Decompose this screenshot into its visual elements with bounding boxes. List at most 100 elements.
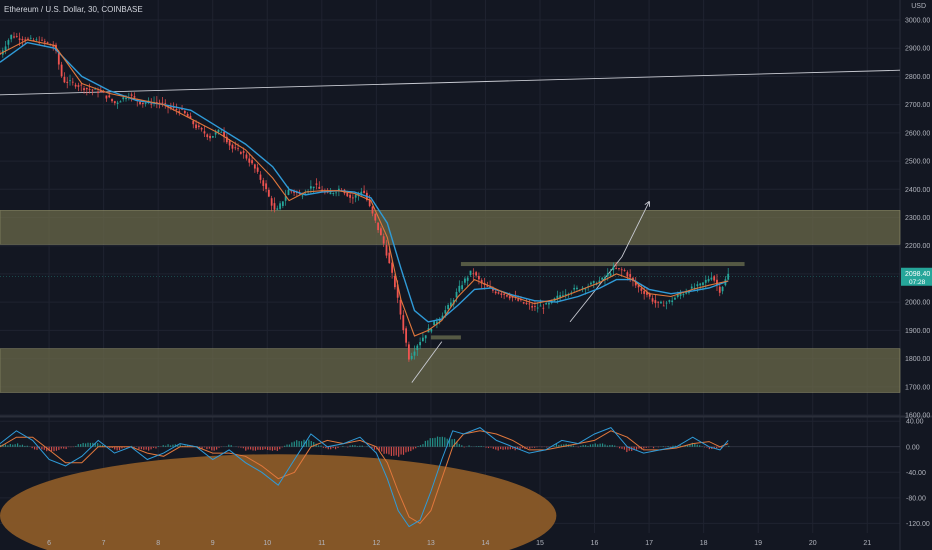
candle-body <box>172 107 175 109</box>
histogram-bar <box>395 446 397 456</box>
candle-body <box>186 114 189 118</box>
candle-body <box>564 294 567 295</box>
histogram-bar <box>378 446 380 451</box>
histogram-bar <box>689 444 691 447</box>
candle-body <box>284 196 287 201</box>
candle-body <box>357 193 360 196</box>
candle-body <box>506 295 508 297</box>
candle-body <box>83 88 85 91</box>
candle-body <box>492 289 494 291</box>
candle-body <box>682 294 685 296</box>
candle-body <box>548 302 550 305</box>
candle-body <box>710 277 713 280</box>
histogram-bar <box>320 445 322 447</box>
histogram-bar <box>429 438 431 447</box>
candle-body <box>74 84 77 87</box>
time-tick-label: 7 <box>102 540 106 547</box>
histogram-bar <box>169 445 172 447</box>
price-tick-label: 2300.00 <box>905 215 930 222</box>
histogram-bar <box>179 444 181 447</box>
candle-body <box>422 337 424 342</box>
candle-body <box>391 262 393 273</box>
candle-body <box>718 286 721 293</box>
histogram-bar <box>237 446 240 448</box>
histogram-bar <box>216 446 218 450</box>
histogram-bar <box>252 446 254 451</box>
histogram-bar <box>393 446 395 456</box>
histogram-bar <box>259 446 261 450</box>
price-tick-label: 2200.00 <box>905 243 930 250</box>
histogram-bar <box>716 446 718 449</box>
histogram-bar <box>410 446 412 452</box>
histogram-bar <box>475 446 477 447</box>
candle-body <box>251 160 253 164</box>
oscillator-tick-label: 40.00 <box>906 419 924 426</box>
candle-body <box>640 288 643 291</box>
candle-body <box>517 299 520 301</box>
histogram-bar <box>313 442 315 447</box>
histogram-bar <box>165 445 167 447</box>
candle-body <box>57 52 60 65</box>
histogram-bar <box>157 446 159 447</box>
histogram-bar <box>456 441 458 447</box>
histogram-bar <box>274 446 276 451</box>
histogram-bar <box>623 446 626 450</box>
candle-body <box>668 300 671 302</box>
histogram-bar <box>116 446 118 451</box>
histogram-bar <box>359 445 361 447</box>
histogram-bar <box>303 439 305 447</box>
histogram-bar <box>500 446 502 450</box>
price-tick-label: 3000.00 <box>905 18 930 25</box>
histogram-bar <box>317 445 320 447</box>
histogram-bar <box>589 444 592 447</box>
candle-body <box>262 180 265 186</box>
candle-body <box>500 293 503 295</box>
histogram-bar <box>446 438 448 447</box>
candle-body <box>77 85 80 87</box>
histogram-bar <box>276 446 278 451</box>
histogram-bar <box>584 445 587 447</box>
currency-label: USD <box>911 3 926 10</box>
histogram-bar <box>599 443 601 447</box>
candle-body <box>503 293 506 295</box>
candle-body <box>545 303 548 305</box>
candle-body <box>601 277 604 280</box>
histogram-bar <box>652 446 655 449</box>
candle-body <box>688 292 690 294</box>
candle-body <box>679 294 682 296</box>
histogram-bar <box>463 446 465 448</box>
histogram-bar <box>487 446 490 449</box>
candle-body <box>486 285 489 287</box>
candle-body <box>245 154 248 159</box>
candle-body <box>368 199 371 206</box>
histogram-bar <box>424 440 426 447</box>
histogram-bar <box>669 446 672 448</box>
histogram-bar <box>230 445 232 447</box>
oscillator-tick-label: -80.00 <box>906 495 926 502</box>
histogram-bar <box>211 446 213 451</box>
histogram-bar <box>218 446 220 448</box>
histogram-bar <box>247 446 249 450</box>
histogram-bar <box>439 436 441 447</box>
histogram-bar <box>558 444 560 447</box>
histogram-bar <box>330 446 332 450</box>
candle-body <box>337 188 340 191</box>
candle-body <box>175 109 178 111</box>
candle-body <box>85 87 88 90</box>
candle-body <box>29 37 32 39</box>
candle-body <box>522 302 525 304</box>
histogram-bar <box>412 446 414 450</box>
histogram-bar <box>427 440 429 447</box>
time-tick-label: 8 <box>156 540 160 547</box>
histogram-bar <box>679 445 681 447</box>
histogram-bar <box>121 446 123 449</box>
trendline-2 <box>411 341 443 383</box>
histogram-bar <box>300 441 303 447</box>
histogram-bar <box>422 444 424 447</box>
histogram-bar <box>177 445 179 447</box>
candle-body <box>223 131 225 138</box>
histogram-bar <box>708 446 710 450</box>
candle-body <box>211 136 214 138</box>
last-price-countdown: 07:28 <box>909 279 926 286</box>
